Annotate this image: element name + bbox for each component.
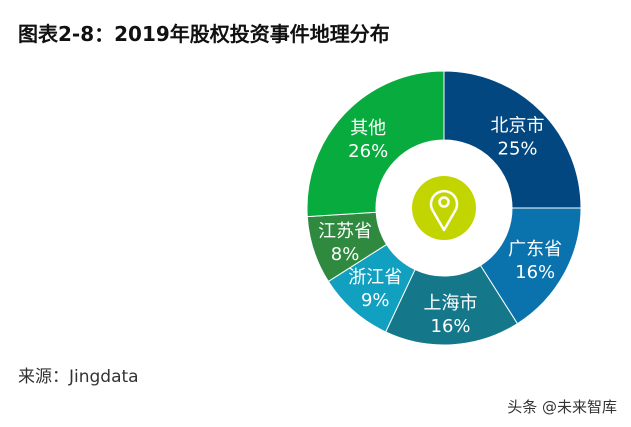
slice-category-label: 浙江省 (348, 267, 402, 288)
slice-category-label: 江苏省 (318, 221, 372, 242)
source-note: 来源：Jingdata (18, 367, 139, 387)
slice-value-label: 26% (348, 141, 388, 162)
chart-title: 图表2-8：2019年股权投资事件地理分布 (18, 22, 390, 46)
donut-slice-2 (385, 264, 519, 346)
donut-slice-0 (443, 70, 582, 209)
slice-category-label: 上海市 (424, 293, 478, 314)
slice-value-label: 25% (498, 138, 538, 159)
slice-category-label: 北京市 (491, 115, 545, 136)
slice-category-label: 其他 (350, 118, 386, 139)
slice-value-label: 16% (515, 262, 555, 283)
slice-value-label: 8% (331, 244, 360, 265)
slice-value-label: 16% (431, 316, 471, 337)
donut-slice-1 (479, 207, 582, 325)
watermark: 头条 @未来智库 (507, 398, 617, 416)
location-pin-icon (412, 176, 476, 240)
slice-value-label: 9% (361, 290, 390, 311)
donut-slice-5 (306, 70, 445, 218)
slice-category-label: 广东省 (508, 239, 562, 260)
